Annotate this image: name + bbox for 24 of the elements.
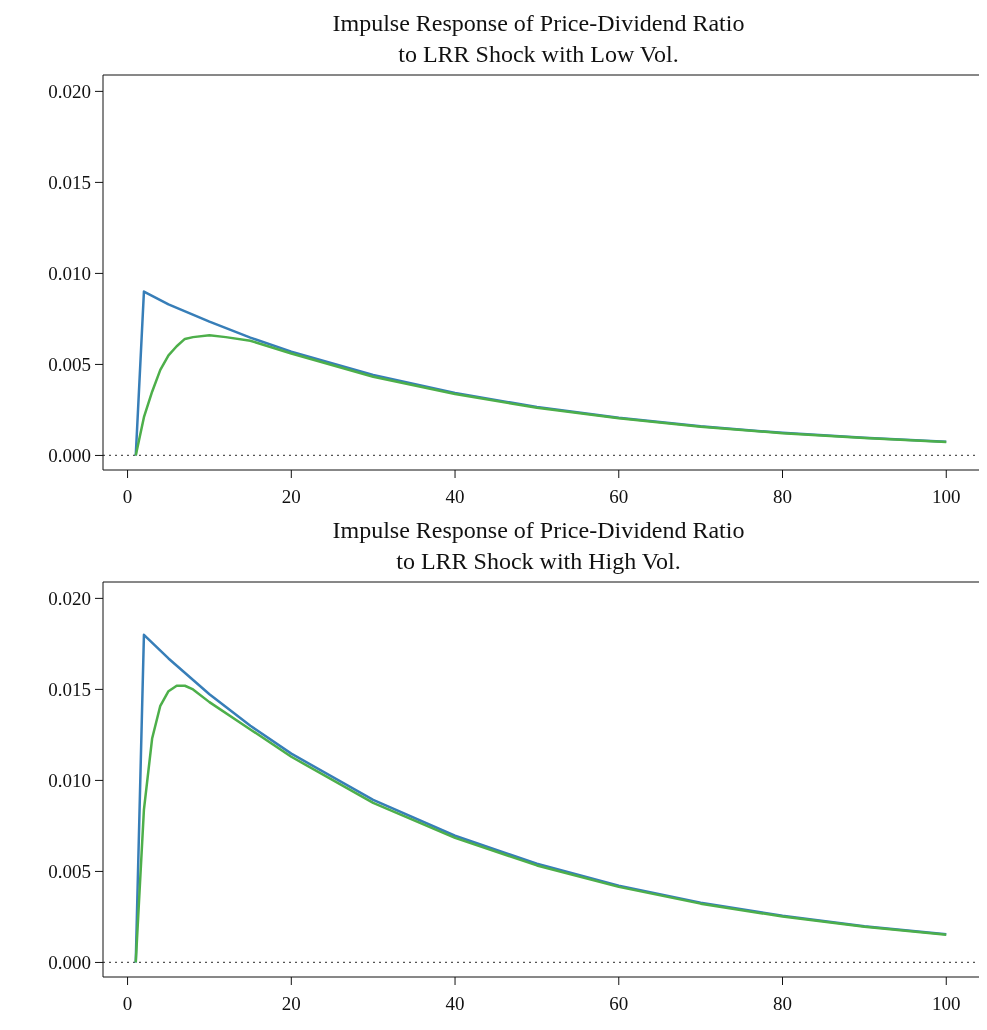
y-tick-label: 0.010 bbox=[48, 770, 91, 792]
y-tick-label: 0.005 bbox=[48, 861, 91, 883]
x-tick-label: 0 bbox=[122, 993, 133, 1015]
x-tick-label: 60 bbox=[609, 486, 629, 508]
y-tick-label: 0.015 bbox=[48, 172, 91, 194]
y-tick-label: 0.015 bbox=[48, 679, 91, 701]
chart-title: Impulse Response of Price-Dividend Ratio to LRR Shock with Low Vol. bbox=[331, 9, 746, 69]
y-tick-label: 0.010 bbox=[48, 263, 91, 285]
x-tick-label: 40 bbox=[445, 993, 465, 1015]
x-tick-label: 20 bbox=[281, 993, 301, 1015]
y-tick-label: 0.020 bbox=[48, 81, 91, 103]
x-tick-label: 80 bbox=[773, 486, 793, 508]
y-tick-label: 0.020 bbox=[48, 588, 91, 610]
chart-title: Impulse Response of Price-Dividend Ratio to LRR Shock with High Vol. bbox=[331, 516, 746, 576]
x-tick-label: 20 bbox=[281, 486, 301, 508]
x-tick-label: 40 bbox=[445, 486, 465, 508]
y-tick-label: 0.005 bbox=[48, 354, 91, 376]
x-tick-label: 0 bbox=[122, 486, 133, 508]
x-tick-label: 80 bbox=[773, 993, 793, 1015]
x-tick-label: 100 bbox=[932, 486, 961, 508]
y-tick-label: 0.000 bbox=[48, 445, 91, 467]
x-tick-label: 100 bbox=[932, 993, 961, 1015]
x-tick-label: 60 bbox=[609, 993, 629, 1015]
y-tick-label: 0.000 bbox=[48, 952, 91, 974]
